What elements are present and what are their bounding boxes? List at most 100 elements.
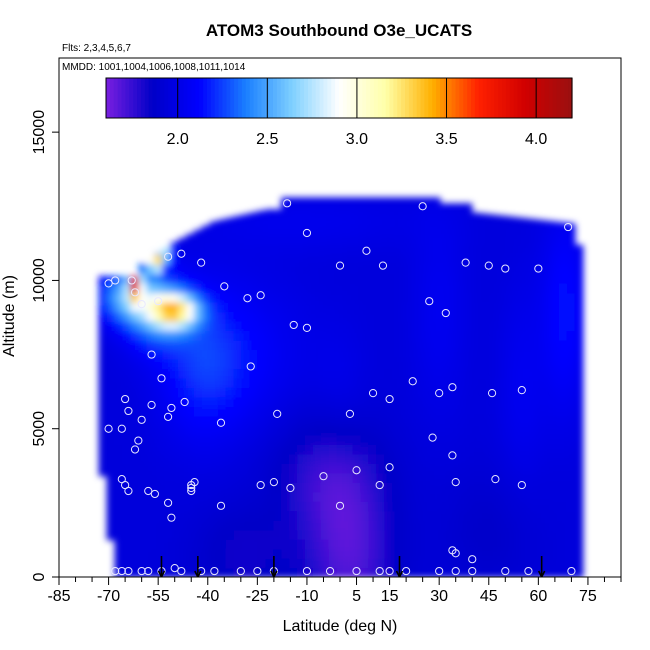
x-tick-label: -40 [196, 588, 219, 605]
heatmap-cell [138, 320, 148, 332]
heatmap-cell [265, 377, 275, 388]
heatmap-cell [185, 377, 195, 388]
heatmap-cell [542, 463, 552, 474]
sample-point [177, 249, 186, 258]
heatmap-cell [273, 387, 282, 398]
heatmap-cell [114, 396, 124, 407]
heatmap-cell [162, 247, 171, 256]
colorbar-segment [179, 78, 185, 118]
heatmap-cell [217, 349, 227, 360]
heatmap-cell [328, 320, 338, 332]
heatmap-cell [130, 320, 140, 332]
heatmap-cell [360, 453, 370, 464]
heatmap-cell [344, 482, 354, 493]
heatmap-cell [558, 311, 568, 322]
heatmap-cell [439, 206, 449, 218]
heatmap-cell [344, 567, 354, 577]
heatmap-cell [503, 472, 513, 483]
heatmap-cell [535, 501, 544, 512]
heatmap-cell [304, 225, 314, 237]
heatmap-cell [416, 444, 425, 455]
heatmap-cell [527, 463, 536, 474]
heatmap-cell [241, 273, 251, 284]
colorbar-segment [261, 78, 266, 118]
heatmap-cell [154, 282, 163, 294]
heatmap-cell [249, 320, 259, 332]
heatmap-cell [431, 254, 441, 265]
heatmap-cell [344, 434, 354, 445]
heatmap-cell [193, 434, 203, 445]
heatmap-cell [471, 482, 481, 493]
heatmap-cell [376, 472, 386, 483]
heatmap-cell [281, 244, 290, 256]
heatmap-cell [408, 406, 417, 417]
heatmap-cell [233, 510, 243, 521]
heatmap-cell [463, 206, 473, 218]
heatmap-cell [352, 349, 362, 360]
heatmap-cell [289, 396, 298, 407]
heatmap-cell [471, 349, 481, 360]
heatmap-cell [185, 406, 195, 417]
sample-point [137, 415, 146, 424]
heatmap-cell [527, 558, 536, 569]
heatmap-cell [193, 539, 203, 550]
heatmap-cell [146, 263, 156, 275]
heatmap-cell [471, 358, 481, 370]
heatmap-cell [336, 501, 346, 512]
heatmap-cell [455, 254, 465, 265]
heatmap-cell [408, 567, 417, 577]
heatmap-cell [185, 263, 195, 275]
heatmap-cell [487, 558, 497, 569]
heatmap-cell [193, 406, 203, 417]
heatmap-cell [328, 406, 338, 417]
heatmap-cell [519, 358, 528, 370]
colorbar-segment [199, 78, 204, 118]
heatmap-cell [527, 263, 536, 275]
heatmap-cell [566, 491, 576, 502]
heatmap-cell [225, 311, 235, 322]
heatmap-cell [193, 349, 203, 360]
heatmap-cell [503, 311, 513, 322]
heatmap-cell [193, 425, 203, 436]
heatmap-cell [344, 406, 354, 417]
sample-point [534, 264, 543, 273]
heatmap-cell [487, 501, 497, 512]
heatmap-cell [535, 434, 544, 445]
heatmap-cell [384, 510, 394, 521]
heatmap-cell [344, 425, 354, 436]
heatmap-cell [265, 444, 275, 455]
heatmap-cell [352, 263, 362, 275]
heatmap-cell [241, 548, 251, 559]
heatmap-cell [193, 368, 203, 379]
heatmap-cell [423, 396, 433, 407]
heatmap-cell [550, 330, 560, 341]
heatmap-cell [408, 491, 417, 502]
heatmap-cell [138, 548, 148, 559]
heatmap-cell [193, 301, 203, 313]
colorbar-segment [164, 78, 169, 118]
heatmap-cell [281, 396, 290, 407]
heatmap-cell [566, 472, 576, 483]
heatmap-cell [273, 330, 282, 341]
heatmap-cell [130, 539, 140, 550]
heatmap-cell [376, 235, 386, 246]
heatmap-cell [201, 463, 211, 474]
heatmap-cell [455, 301, 465, 313]
heatmap-cell [273, 415, 282, 426]
heatmap-cell [249, 482, 259, 493]
heatmap-cell [463, 216, 473, 227]
heatmap-cell [146, 444, 156, 455]
colorbar-segment [288, 78, 293, 118]
heatmap-cell [519, 235, 528, 246]
heatmap-cell [162, 320, 171, 332]
heatmap-cell [320, 206, 330, 218]
heatmap-cell [416, 510, 425, 521]
heatmap-cell [257, 567, 267, 577]
sample-point [124, 486, 133, 496]
heatmap-cell [289, 510, 298, 521]
heatmap-cell [170, 482, 179, 493]
heatmap-cell [423, 482, 433, 493]
heatmap-cell [233, 444, 243, 455]
heatmap-cell [535, 254, 544, 265]
heatmap-cell [312, 349, 322, 360]
